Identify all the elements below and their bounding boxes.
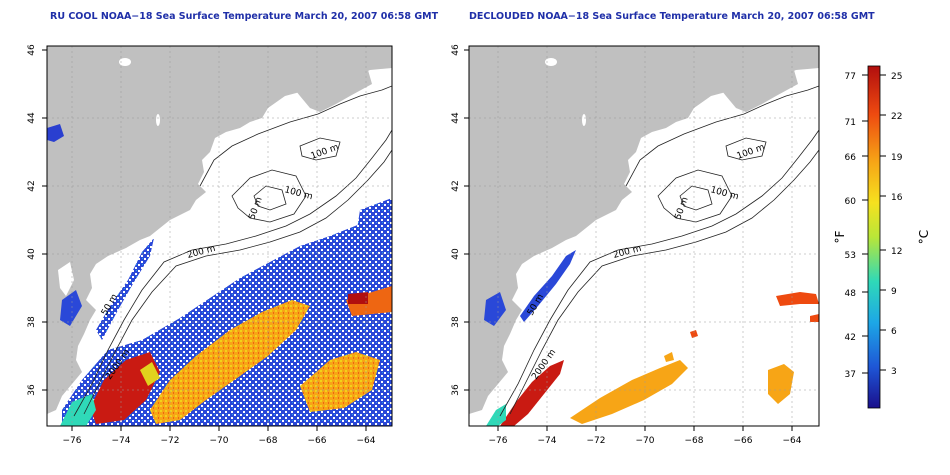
left-land (47, 46, 392, 414)
lon-tick: −64 (783, 436, 802, 446)
celsius-tick: 19 (891, 153, 903, 163)
right-land (469, 46, 819, 414)
lon-tick: −74 (112, 436, 131, 446)
lon-tick: −70 (210, 436, 229, 446)
lat-tick: 46 (27, 44, 37, 56)
lat-tick: 42 (27, 180, 37, 191)
left-lon-ticks: −76 −74 −72 −70 −68 −66 −64 (63, 436, 376, 446)
celsius-tick: 3 (891, 367, 897, 377)
lon-tick: −64 (357, 436, 376, 446)
fahrenheit-tick: 37 (845, 370, 856, 380)
lon-tick: −72 (587, 436, 606, 446)
celsius-tick: 9 (891, 287, 897, 297)
celsius-tick: 22 (891, 112, 902, 122)
celsius-ticks: 25 22 19 16 12 9 6 3 (891, 72, 903, 377)
lat-tick: 44 (27, 112, 37, 124)
celsius-label: °C (917, 230, 931, 244)
right-sst-data (484, 250, 819, 426)
right-graticule (469, 46, 819, 426)
left-contours (73, 85, 392, 417)
lat-tick: 38 (451, 316, 461, 328)
lat-tick: 46 (451, 44, 461, 56)
fahrenheit-tick: 66 (845, 153, 857, 163)
lat-tick: 44 (451, 112, 461, 124)
celsius-tick: 16 (891, 193, 903, 203)
lat-tick: 40 (27, 248, 37, 260)
lat-tick: 38 (27, 316, 37, 328)
lon-tick: −66 (734, 436, 753, 446)
left-nova-scotia (290, 62, 372, 112)
lat-tick: 36 (451, 384, 461, 396)
fahrenheit-tick: 48 (845, 289, 857, 299)
fahrenheit-tick: 53 (845, 251, 856, 261)
fahrenheit-label: °F (833, 230, 847, 243)
fahrenheit-tick: 71 (845, 118, 856, 128)
left-graticule (47, 46, 392, 426)
lon-tick: −76 (63, 436, 82, 446)
lon-tick: −68 (685, 436, 704, 446)
lon-tick: −66 (308, 436, 327, 446)
left-lat-ticks: 46 44 42 40 38 36 (27, 44, 37, 396)
lat-tick: 42 (451, 180, 461, 191)
colorbar-gradient (867, 65, 881, 409)
lon-tick: −68 (259, 436, 278, 446)
celsius-tick: 6 (891, 327, 897, 337)
lon-tick: −70 (636, 436, 655, 446)
fahrenheit-ticks: 77 71 66 60 53 48 42 37 (845, 72, 857, 380)
fahrenheit-tick: 77 (845, 72, 856, 82)
fahrenheit-tick: 60 (845, 197, 857, 207)
celsius-tick: 12 (891, 247, 902, 257)
fahrenheit-tick: 42 (845, 333, 856, 343)
right-nova-scotia (716, 62, 798, 112)
right-lat-ticks: 46 44 42 40 38 36 (451, 44, 461, 396)
right-map: 100 m 100 m 50 m 200 m 50 m 2000 m 46 44 (451, 44, 820, 446)
lat-tick: 40 (451, 248, 461, 260)
lon-tick: −74 (538, 436, 557, 446)
left-map: 100 m 100 m 50 m 200 m 50 m 2000 m 46 (27, 44, 393, 446)
left-map-title: RU COOL NOAA−18 Sea Surface Temperature … (50, 11, 439, 22)
right-map-title: DECLOUDED NOAA−18 Sea Surface Temperatur… (469, 11, 875, 22)
colorbar: 77 71 66 60 53 48 42 37 25 22 19 16 12 9… (833, 65, 931, 409)
left-sst-data (47, 124, 392, 426)
lon-tick: −72 (161, 436, 180, 446)
lat-tick: 36 (27, 384, 37, 396)
lon-tick: −76 (489, 436, 508, 446)
right-lon-ticks: −76 −74 −72 −70 −68 −66 −64 (489, 436, 802, 446)
celsius-tick: 25 (891, 72, 902, 82)
